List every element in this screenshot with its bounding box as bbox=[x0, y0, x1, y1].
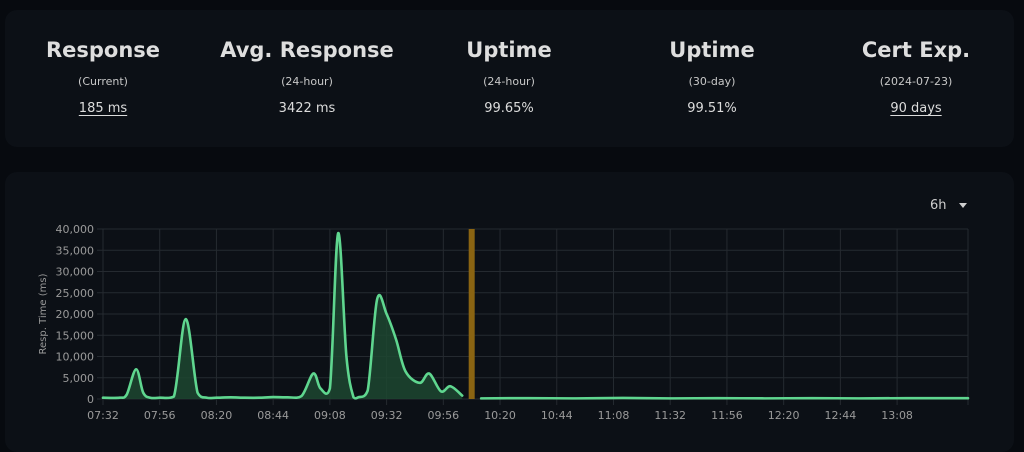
x-tick-label: 09:32 bbox=[371, 409, 403, 422]
x-tick-label: 13:08 bbox=[881, 409, 913, 422]
y-tick-label: 20,000 bbox=[56, 308, 95, 321]
y-axis-label: Resp. Time (ms) bbox=[38, 273, 49, 354]
y-tick-label: 0 bbox=[87, 393, 94, 406]
series-line bbox=[103, 233, 462, 398]
x-tick-label: 12:20 bbox=[768, 409, 800, 422]
response-time-chart[interactable]: 0 5,000 10,000 15,000 20,000 25,000 30,000 35,0… bbox=[0, 0, 1024, 441]
x-tick-label: 11:56 bbox=[711, 409, 743, 422]
y-tick-label: 10,000 bbox=[56, 351, 95, 364]
y-tick-label: 5,000 bbox=[63, 372, 95, 385]
x-tick-label: 07:56 bbox=[144, 409, 176, 422]
x-tick-label: 12:44 bbox=[825, 409, 857, 422]
y-tick-label: 25,000 bbox=[56, 287, 95, 300]
x-tick-label: 11:08 bbox=[598, 409, 630, 422]
x-axis: 07:32 07:56 08:20 08:44 09:08 09:32 09:56 10:20… bbox=[87, 409, 913, 422]
x-tick-label: 11:32 bbox=[654, 409, 686, 422]
x-tick-label: 07:32 bbox=[87, 409, 119, 422]
y-tick-label: 30,000 bbox=[56, 266, 95, 279]
y-tick-label: 35,000 bbox=[56, 244, 95, 257]
y-axis: 0 5,000 10,000 15,000 20,000 25,000 30,000 35,0… bbox=[56, 223, 95, 406]
downtime-marker bbox=[469, 229, 475, 399]
chart-grid bbox=[97, 229, 968, 405]
y-tick-label: 40,000 bbox=[56, 223, 95, 236]
x-tick-label: 10:44 bbox=[541, 409, 573, 422]
x-tick-label: 09:56 bbox=[427, 409, 459, 422]
x-tick-label: 09:08 bbox=[314, 409, 346, 422]
x-tick-label: 08:20 bbox=[201, 409, 233, 422]
y-tick-label: 15,000 bbox=[56, 329, 95, 342]
x-tick-label: 08:44 bbox=[257, 409, 289, 422]
x-tick-label: 10:20 bbox=[484, 409, 516, 422]
